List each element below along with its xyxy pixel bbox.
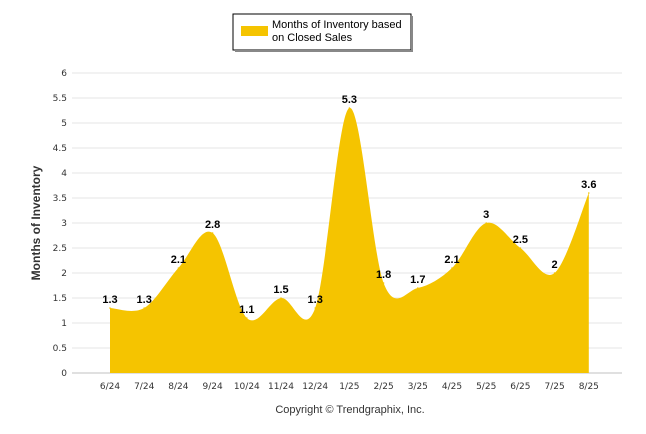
legend-shadow-bottom (235, 50, 413, 52)
x-tick-label: 9/24 (202, 382, 222, 392)
data-point (382, 282, 385, 284)
x-tick-label: 3/25 (408, 382, 428, 392)
data-label: 2 (552, 259, 558, 271)
copyright: Copyright © Trendgraphix, Inc. (275, 404, 424, 416)
legend-label-line-2: on Closed Sales (272, 32, 353, 44)
legend-shadow (411, 16, 413, 52)
y-tick-label: 5 (61, 119, 67, 129)
data-point (553, 272, 556, 274)
y-tick-label: 1.5 (53, 294, 67, 304)
data-point (451, 267, 453, 269)
data-label: 1.7 (410, 274, 425, 286)
data-point (519, 247, 522, 249)
y-tick-label: 1 (61, 319, 67, 329)
y-tick-label: 2 (61, 269, 67, 279)
data-point (280, 297, 282, 299)
data-label: 1.8 (376, 269, 391, 281)
data-label: 1.3 (102, 294, 117, 306)
data-point (246, 317, 248, 319)
y-tick-label: 4.5 (53, 144, 67, 154)
legend: Months of Inventory based on Closed Sale… (232, 13, 413, 52)
x-tick-label: 8/24 (168, 382, 188, 392)
data-label: 2.1 (444, 254, 459, 266)
x-tick-label: 4/25 (442, 382, 462, 392)
data-label: 1.5 (273, 284, 288, 296)
y-tick-label: 6 (61, 69, 67, 79)
data-label: 1.3 (308, 294, 323, 306)
data-labels: 1.3 1.3 2.1 2.8 1.1 1.5 1.3 5.3 1.8 1.7 2.1 3 2.5 2 3.… (102, 94, 596, 316)
data-point (588, 192, 590, 194)
x-tick-label: 1/25 (339, 382, 359, 392)
x-tick-label: 8/25 (579, 382, 599, 392)
x-tick-label: 7/25 (544, 382, 564, 392)
y-tick-label: 5.5 (53, 94, 67, 104)
data-label: 2.5 (513, 234, 528, 246)
series-area (109, 107, 590, 374)
data-label: 3.6 (581, 179, 596, 191)
data-point (143, 307, 145, 309)
x-tick-label: 12/24 (302, 382, 328, 392)
data-label: 1.3 (137, 294, 152, 306)
data-label: 5.3 (342, 94, 357, 106)
data-point (109, 307, 111, 309)
x-tick-label: 6/24 (100, 382, 120, 392)
y-tick-label: 0.5 (53, 344, 67, 354)
data-point (314, 307, 317, 309)
y-tick-label: 2.5 (53, 244, 67, 254)
y-tick-label: 3 (61, 219, 67, 229)
x-tick-label: 2/25 (373, 382, 393, 392)
x-axis: 6/24 7/24 8/24 9/24 10/24 11/24 12/24 1/25 2/25 3… (100, 382, 599, 392)
legend-swatch (241, 26, 268, 36)
data-label: 3 (483, 209, 489, 221)
data-label: 2.8 (205, 219, 220, 231)
area-series (110, 107, 589, 374)
data-point (485, 222, 488, 224)
y-tick-label: 3.5 (53, 194, 67, 204)
y-axis-title: Months of Inventory (29, 165, 43, 280)
data-label: 2.1 (171, 254, 186, 266)
x-tick-label: 5/25 (476, 382, 496, 392)
y-tick-label: 4 (61, 169, 67, 179)
x-tick-label: 7/24 (134, 382, 154, 392)
x-tick-label: 6/25 (510, 382, 530, 392)
data-point (417, 287, 419, 289)
x-tick-label: 10/24 (234, 382, 260, 392)
x-tick-label: 11/24 (268, 382, 294, 392)
data-point (177, 267, 180, 269)
y-tick-label: 0 (61, 369, 67, 379)
data-point (348, 107, 351, 109)
legend-label-line-1: Months of Inventory based (272, 19, 402, 31)
data-label: 1.1 (239, 304, 254, 316)
data-point (211, 232, 214, 234)
